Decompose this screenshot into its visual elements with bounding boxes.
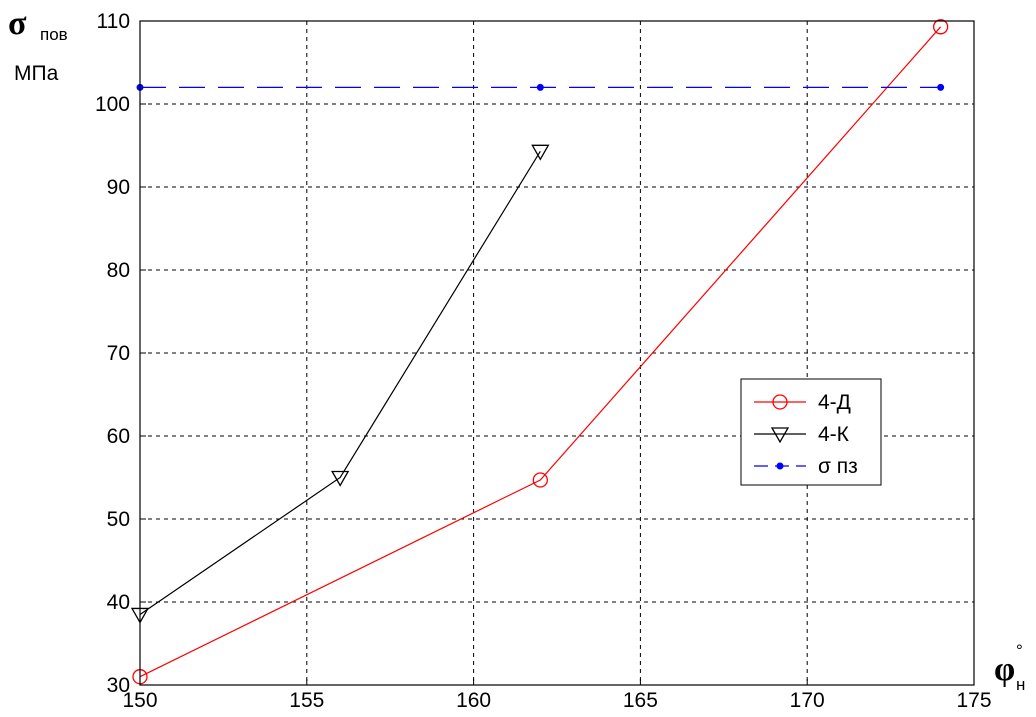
plot-frame [139, 20, 975, 686]
data-point [531, 144, 550, 161]
x-tick-label: 150 [122, 689, 157, 712]
x-tick-label: 165 [623, 689, 658, 712]
legend-marker [776, 462, 784, 470]
legend-item: 4-Д [754, 391, 851, 414]
x-axis-label: φ н ° [994, 641, 1025, 694]
x-tick-label: 175 [956, 689, 991, 712]
x-axis-symbol: φ [994, 651, 1015, 688]
y-axis-ticks: 30 40 50 60 70 80 90 100 110 [95, 10, 146, 697]
y-axis-unit: МПа [14, 62, 59, 85]
x-tick-label: 170 [790, 689, 825, 712]
y-tick-label: 30 [107, 674, 130, 697]
y-axis-subscript: пов [40, 25, 68, 44]
y-tick-label: 50 [107, 508, 130, 531]
series-line [139, 150, 541, 615]
legend-marker [770, 427, 790, 444]
y-tick-label: 80 [107, 259, 130, 282]
legend-box [740, 378, 882, 486]
data-point [932, 19, 949, 35]
x-axis-subscript: н [1016, 675, 1025, 694]
data-point [937, 83, 945, 91]
legend-label: σ пз [818, 455, 858, 478]
y-tick-label: 110 [97, 10, 130, 33]
data-point [536, 83, 544, 91]
legend-marker [772, 394, 788, 410]
x-tick-label: 155 [289, 689, 324, 712]
y-axis-symbol: σ [8, 5, 27, 42]
legend-label: 4-Д [818, 391, 851, 414]
y-tick-label: 70 [107, 342, 130, 365]
series-line [139, 26, 942, 678]
legend-item: σ пз [754, 455, 858, 478]
legend: 4-Д 4-К σ пз [740, 378, 882, 486]
x-axis-superscript: ° [1016, 641, 1023, 660]
y-tick-label: 60 [107, 425, 130, 448]
y-tick-label: 90 [107, 176, 130, 199]
y-tick-label: 100 [95, 93, 130, 116]
y-axis-label: σ пов МПа [8, 5, 68, 85]
data-point [532, 472, 548, 488]
series-2 [130, 144, 550, 624]
x-axis-ticks: 150 155 160 165 170 175 [122, 679, 992, 712]
legend-item: 4-К [754, 423, 850, 446]
y-tick-label: 40 [107, 591, 130, 614]
x-tick-label: 160 [456, 689, 491, 712]
legend-label: 4-К [818, 423, 850, 446]
data-point [331, 470, 350, 487]
